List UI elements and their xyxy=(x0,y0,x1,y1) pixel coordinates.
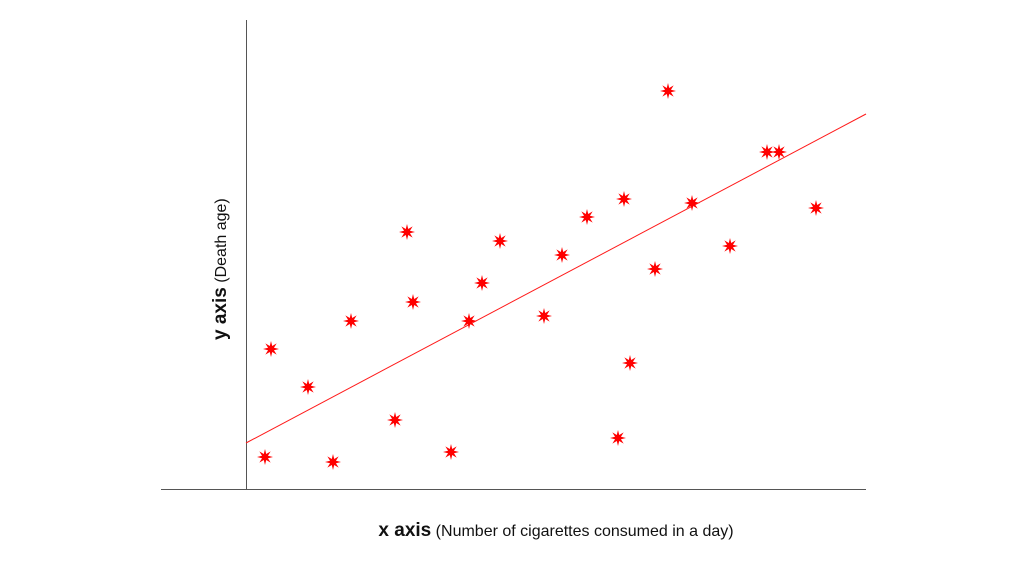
scatter-point-23 xyxy=(769,142,789,162)
x-axis-label-rest: (Number of cigarettes consumed in a day) xyxy=(431,523,733,540)
scatter-plot xyxy=(246,20,866,490)
y-axis-label: y axis (Death age) xyxy=(210,198,232,340)
scatter-point-17 xyxy=(620,353,640,373)
y-axis-label-rest: (Death age) xyxy=(213,198,230,287)
scatter-point-0 xyxy=(255,447,275,467)
x-axis-label-bold: x axis xyxy=(378,520,431,541)
scatter-point-2 xyxy=(323,452,343,472)
scatter-point-12 xyxy=(534,306,554,326)
scatter-point-16 xyxy=(614,189,634,209)
scatter-point-6 xyxy=(397,222,417,242)
scatter-point-1 xyxy=(261,339,281,359)
chart-stage: y axis (Death age) x axis (Number of cig… xyxy=(0,0,1024,576)
scatter-point-9 xyxy=(472,273,492,293)
scatter-point-5 xyxy=(385,410,405,430)
scatter-point-13 xyxy=(552,245,572,265)
scatter-point-21 xyxy=(720,236,740,256)
scatter-point-15 xyxy=(608,428,628,448)
scatter-point-20 xyxy=(682,193,702,213)
scatter-point-4 xyxy=(341,311,361,331)
scatter-point-7 xyxy=(403,292,423,312)
scatter-point-11 xyxy=(490,231,510,251)
scatter-point-10 xyxy=(459,311,479,331)
scatter-point-19 xyxy=(658,81,678,101)
x-axis-label: x axis (Number of cigarettes consumed in… xyxy=(246,520,866,542)
scatter-point-8 xyxy=(441,442,461,462)
scatter-point-24 xyxy=(806,198,826,218)
scatter-point-18 xyxy=(645,259,665,279)
y-axis-label-bold: y axis xyxy=(210,287,231,340)
scatter-point-14 xyxy=(577,207,597,227)
scatter-point-3 xyxy=(298,377,318,397)
